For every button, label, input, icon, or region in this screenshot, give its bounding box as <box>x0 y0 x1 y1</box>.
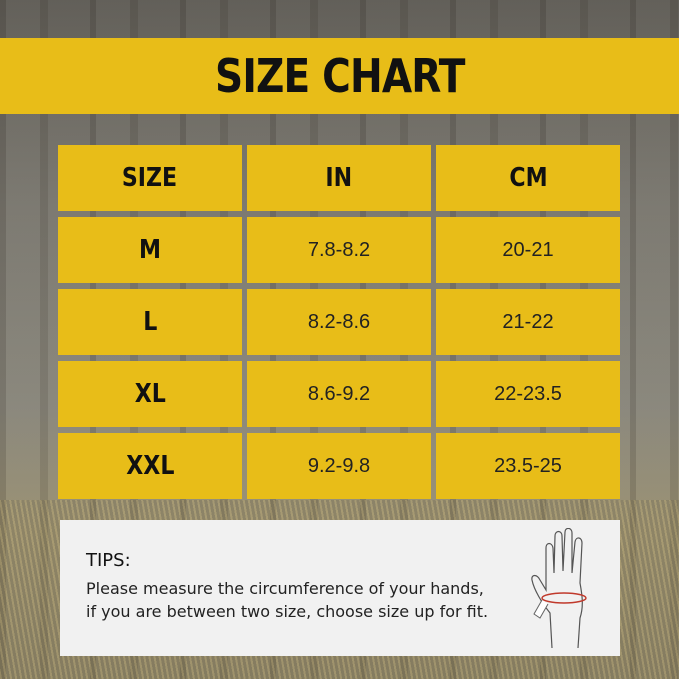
tips-box: TIPS: Please measure the circumference o… <box>60 520 620 656</box>
cell-size: L <box>58 289 242 355</box>
size-label: XL <box>134 379 166 409</box>
measurement-value: 8.6-9.2 <box>307 382 371 405</box>
page-title: SIZE CHART <box>214 49 465 103</box>
title-banner: SIZE CHART <box>0 38 679 114</box>
cell-in: 8.6-9.2 <box>247 361 431 427</box>
measurement-value: 9.2-9.8 <box>307 454 371 477</box>
cell-in: 8.2-8.6 <box>247 289 431 355</box>
measurement-value: 23.5-25 <box>494 454 562 477</box>
hand-measuring-tape-icon <box>531 528 587 649</box>
measurement-value: 22-23.5 <box>494 382 562 405</box>
cell-cm: 23.5-25 <box>436 433 620 499</box>
cell-cm: 21-22 <box>436 289 620 355</box>
header-in: IN <box>247 145 431 211</box>
size-label: M <box>139 235 161 265</box>
measurement-value: 8.2-8.6 <box>307 310 371 333</box>
tips-text: Please measure the circumference of your… <box>86 577 526 623</box>
header-label: IN <box>325 163 353 193</box>
tips-title: TIPS: <box>86 550 131 571</box>
cell-size: XL <box>58 361 242 427</box>
cell-in: 9.2-9.8 <box>247 433 431 499</box>
cell-size: M <box>58 217 242 283</box>
measurement-value: 21-22 <box>502 310 554 333</box>
header-size: SIZE <box>58 145 242 211</box>
header-cm: CM <box>436 145 620 211</box>
measurement-value: 20-21 <box>502 238 554 261</box>
cell-cm: 22-23.5 <box>436 361 620 427</box>
measurement-value: 7.8-8.2 <box>307 238 371 261</box>
cell-size: XXL <box>58 433 242 499</box>
header-label: SIZE <box>122 163 178 193</box>
tips-line-2: if you are between two size, choose size… <box>86 602 489 621</box>
header-label: CM <box>508 163 548 193</box>
cell-in: 7.8-8.2 <box>247 217 431 283</box>
tips-line-1: Please measure the circumference of your… <box>86 579 484 598</box>
cell-cm: 20-21 <box>436 217 620 283</box>
size-label: L <box>142 307 158 337</box>
size-label: XXL <box>125 451 175 481</box>
